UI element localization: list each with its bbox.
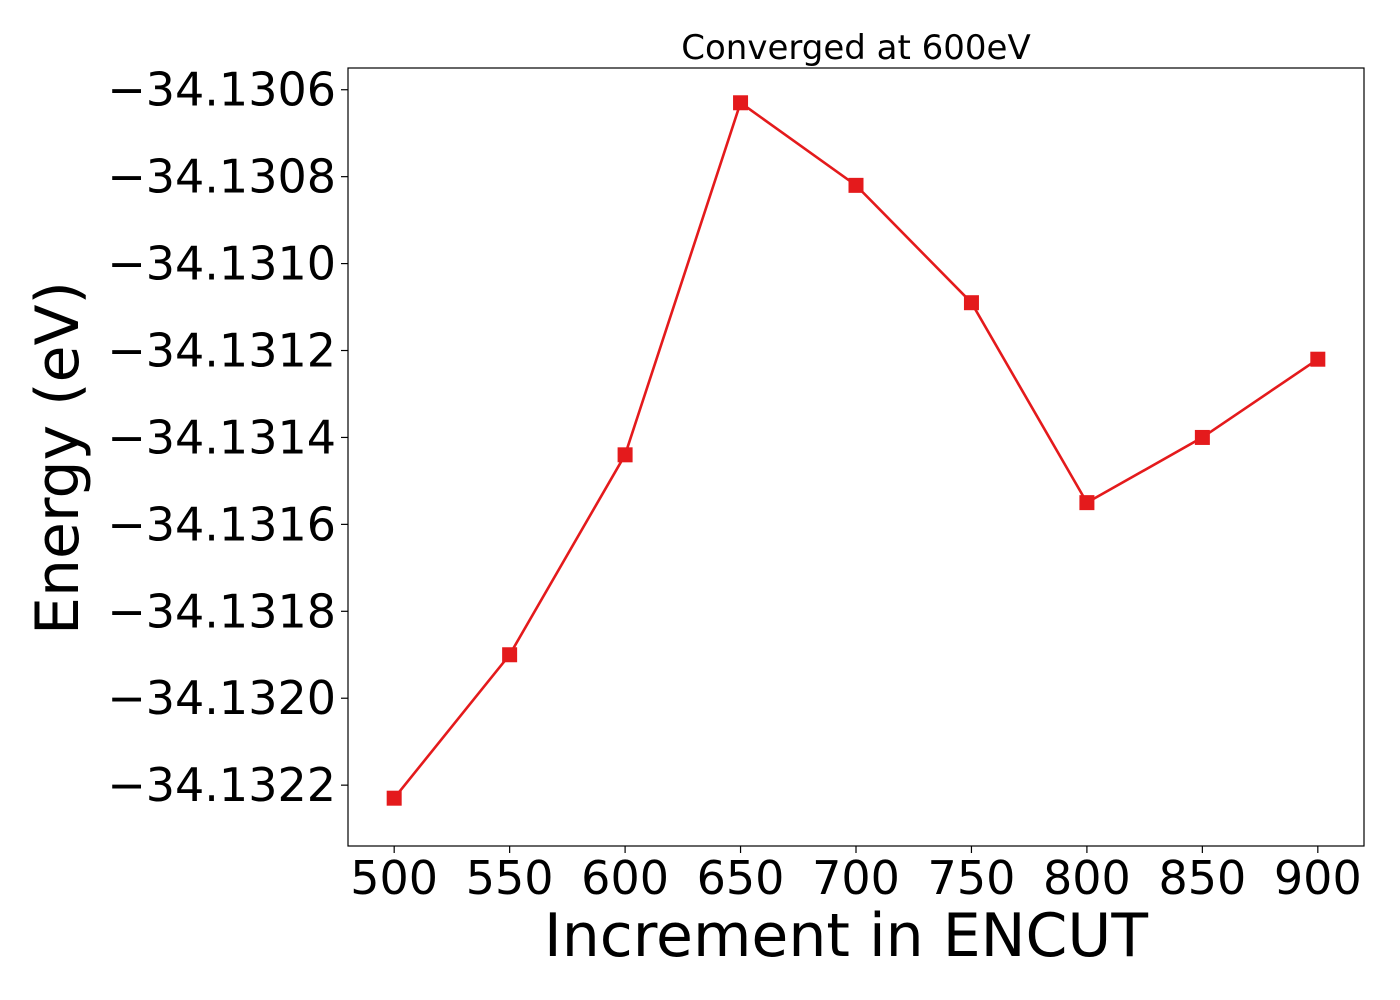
y-tick-label: −34.1308 (107, 150, 336, 204)
x-tick-label: 800 (1043, 851, 1131, 905)
series-line (393, 100, 1319, 800)
x-tick-label: 550 (466, 851, 554, 905)
x-tick-label: 500 (350, 851, 438, 905)
x-tick-label: 750 (928, 851, 1016, 905)
x-tick-label: 600 (581, 851, 669, 905)
y-tick-label: −34.1314 (107, 410, 336, 464)
chart-title: Converged at 600eV (681, 28, 1030, 68)
y-tick-label: −34.1310 (107, 237, 336, 291)
data-point-marker (733, 95, 749, 111)
data-point-marker (617, 447, 633, 463)
y-tick-label: −34.1318 (107, 584, 336, 638)
y-axis-label: Energy (eV) (23, 281, 93, 635)
x-tick-label: 700 (812, 851, 900, 905)
data-point-marker (848, 177, 864, 193)
y-tick-label: −34.1306 (107, 63, 336, 117)
data-point-marker (1079, 495, 1095, 511)
data-point-marker (1310, 351, 1326, 367)
y-axis: −34.1306 −34.1308 −34.1310 −34.1312 −34.1314… (107, 63, 348, 812)
x-axis: 500 550 600 650 700 750 800 850 900 (350, 846, 1362, 905)
data-point-marker (502, 647, 518, 663)
x-tick-label: 850 (1158, 851, 1246, 905)
data-point-marker (963, 295, 979, 311)
data-point-marker (386, 790, 402, 806)
x-tick-label: 650 (697, 851, 785, 905)
x-axis-label: Increment in ENCUT (544, 901, 1148, 971)
series-layer (386, 95, 1326, 806)
y-tick-label: −34.1312 (107, 324, 336, 378)
x-tick-label: 900 (1274, 851, 1362, 905)
data-point-marker (1194, 429, 1210, 445)
y-tick-label: −34.1316 (107, 497, 336, 551)
y-tick-label: −34.1322 (107, 758, 336, 812)
y-tick-label: −34.1320 (107, 671, 336, 725)
